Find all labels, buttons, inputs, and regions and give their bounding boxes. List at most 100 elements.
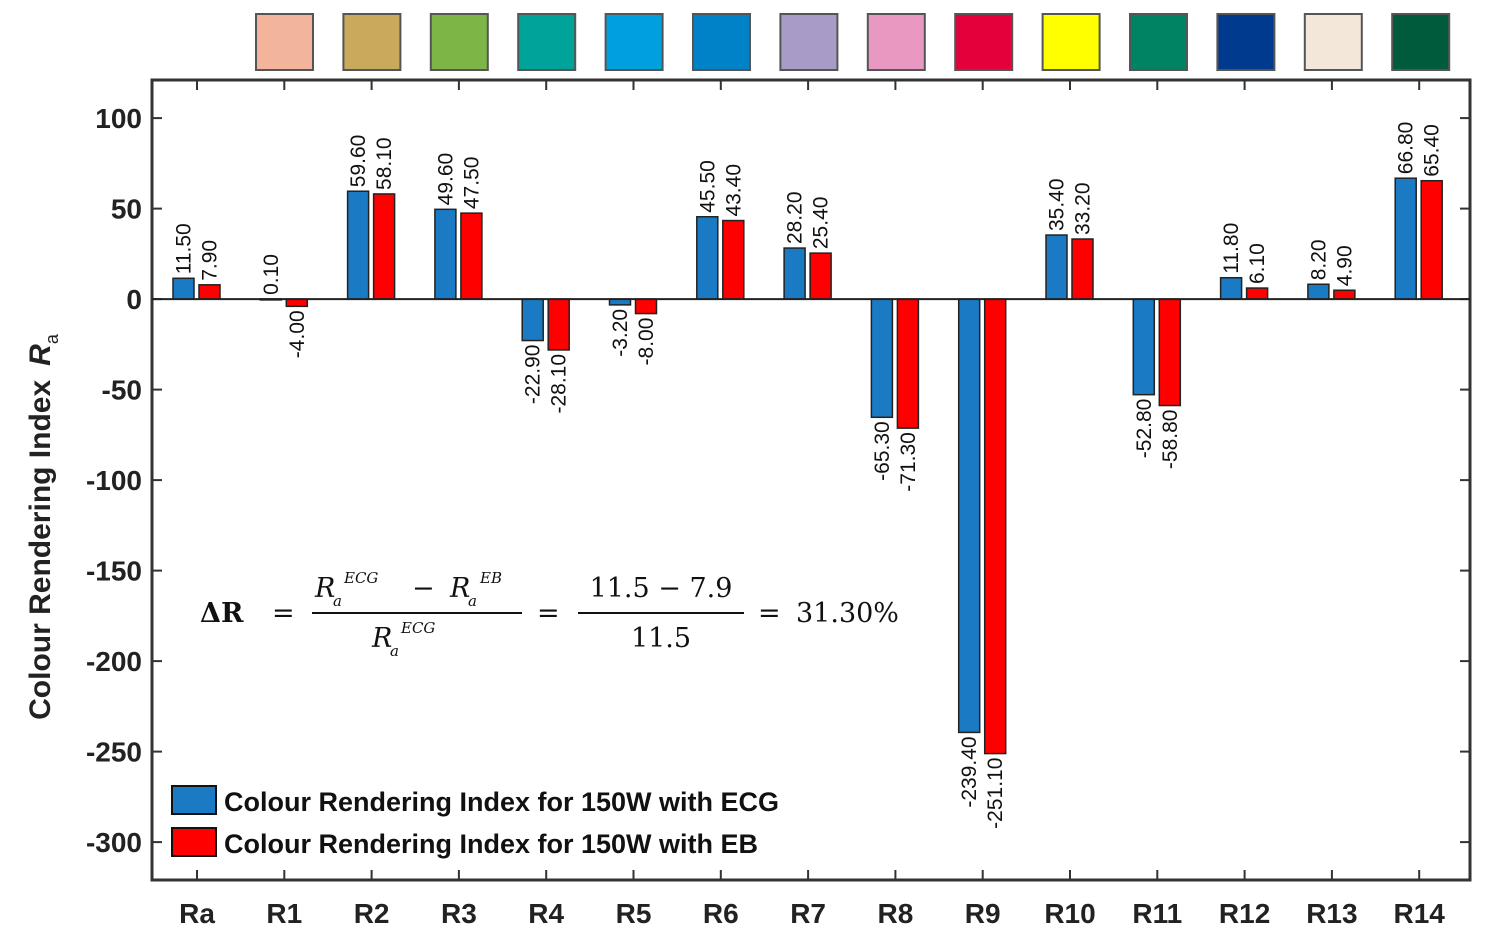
data-label-ecg-r1: 0.10 [260, 254, 283, 295]
bar-ecg-r6 [696, 215, 719, 300]
svg-text:=: = [537, 598, 560, 629]
legend-label-eb: Colour Rendering Index for 150W with EB [224, 829, 758, 859]
colour-swatch-r2 [342, 13, 402, 71]
formula-den-sup: ECG [400, 619, 435, 637]
category-label-r7: R7 [790, 898, 826, 929]
bar-series [172, 177, 1443, 755]
bar-ecg-r7 [783, 247, 806, 300]
colour-swatch-r6 [692, 13, 751, 71]
colour-swatch-r10 [1041, 13, 1101, 71]
category-label-r8: R8 [878, 898, 914, 929]
data-label-ecg-r5: -3.20 [609, 309, 632, 357]
data-label-eb-r12: 6.10 [1246, 243, 1269, 284]
data-label-eb-r8: -71.30 [897, 432, 920, 492]
bar-ecg-r11 [1132, 298, 1156, 396]
formula-lhs: ΔR [200, 598, 244, 629]
formula-num-left: R [314, 573, 335, 604]
x-axis: Ra R1 R2 R3 R4 R5 R6 R7 R8 R9 R10 R11 R12 R13 R14 [179, 80, 1445, 929]
y-tick-label: -200 [86, 646, 142, 677]
bar-ecg-r14 [1394, 177, 1417, 300]
bar-eb-r12 [1245, 287, 1269, 300]
category-label-r6: R6 [703, 898, 739, 929]
y-tick-label: -50 [102, 375, 142, 406]
colour-swatch-r14 [1391, 13, 1451, 71]
formula-num-left-sup: ECG [343, 569, 378, 587]
category-label-r14: R14 [1394, 898, 1446, 929]
bar-ecg-r13 [1307, 283, 1330, 300]
data-label-eb-ra: 7.90 [199, 240, 222, 281]
colour-swatch-r5 [604, 13, 664, 71]
data-label-ecg-r14: 66.80 [1395, 122, 1418, 175]
bar-eb-r4 [547, 298, 570, 351]
y-tick-label: -300 [86, 827, 142, 858]
bar-eb-r8 [896, 298, 920, 429]
data-label-eb-r3: 47.50 [460, 157, 483, 210]
y-axis-symbol: R [24, 344, 57, 366]
data-labels: 11.50 7.90 0.10-4.00 59.60 58.10 49.60 47.50 -2… [173, 122, 1444, 829]
colour-swatch-r3 [429, 13, 489, 71]
bar-ecg-r2 [346, 190, 370, 300]
bar-ecg-r3 [434, 208, 457, 300]
svg-text:Colour Rendering IndexRa: Colour Rendering Index Ra [24, 333, 62, 720]
colour-swatch-r7 [779, 13, 839, 71]
colour-swatch-r4 [517, 13, 577, 71]
data-label-eb-r14: 65.40 [1421, 124, 1444, 177]
category-label-r11: R11 [1132, 898, 1182, 929]
bar-ecg-ra [172, 277, 195, 300]
data-label-eb-r9: -251.10 [984, 758, 1007, 829]
data-label-ecg-r3: 49.60 [434, 153, 457, 206]
y-tick-label: 0 [126, 284, 142, 315]
data-label-eb-r6: 43.40 [722, 164, 745, 217]
colour-swatch-r13 [1303, 13, 1363, 71]
y-axis-symbol-subscript: a [42, 333, 62, 344]
y-tick-label: -150 [86, 556, 142, 587]
y-axis-title-text: Colour Rendering Index [24, 380, 57, 720]
data-label-ecg-r2: 59.60 [347, 135, 370, 188]
legend-swatch-eb [171, 827, 217, 857]
data-label-eb-r1: -4.00 [286, 310, 309, 358]
data-label-eb-r4: -28.10 [548, 354, 571, 414]
y-tick-label: -100 [86, 465, 142, 496]
category-label-r2: R2 [354, 898, 390, 929]
data-label-ecg-r12: 11.80 [1220, 223, 1243, 274]
bar-eb-r6 [722, 219, 745, 300]
formula-num-left-sub: a [333, 592, 342, 610]
formula-num-right: R [449, 573, 470, 604]
bar-eb-r2 [372, 193, 396, 300]
colour-swatch-r1 [255, 13, 314, 71]
data-label-ecg-r8: -65.30 [871, 421, 894, 481]
data-label-ecg-r4: -22.90 [522, 345, 545, 405]
y-axis: 100 50 0 -50 -100 -150 -200 -250 -300 [86, 103, 1470, 858]
svg-text:=: = [272, 598, 295, 629]
category-label-r4: R4 [528, 898, 564, 929]
colour-swatch-r9 [954, 13, 1014, 71]
data-label-eb-r13: 4.90 [1333, 245, 1356, 286]
bar-eb-r1 [285, 298, 309, 308]
bar-ecg-r10 [1045, 234, 1068, 300]
bar-eb-r14 [1420, 179, 1443, 300]
category-label-r1: R1 [266, 898, 302, 929]
data-label-eb-r10: 33.20 [1072, 182, 1095, 235]
colour-swatch-row [255, 13, 1451, 71]
bar-eb-r11 [1158, 298, 1182, 407]
category-label-r5: R5 [616, 898, 652, 929]
formula-num-right-sub: a [468, 592, 477, 610]
formula-num-right-sup: EB [479, 569, 502, 587]
bar-eb-r7 [809, 252, 832, 300]
bar-eb-r9 [983, 298, 1007, 755]
colour-swatch-r12 [1216, 13, 1276, 71]
data-label-ecg-ra: 11.50 [173, 223, 196, 274]
legend-swatch-ecg [171, 785, 217, 815]
bar-ecg-r4 [521, 298, 544, 342]
formula-den-sub: a [390, 642, 399, 660]
data-label-ecg-r10: 35.40 [1046, 178, 1069, 231]
formula-den: R [371, 623, 392, 654]
svg-text:=: = [758, 598, 781, 629]
bar-ecg-r9 [957, 298, 981, 734]
colour-swatch-r11 [1129, 13, 1188, 71]
bar-ecg-r8 [870, 298, 894, 419]
formula-num-op: − [412, 573, 435, 604]
plot-area [150, 78, 1472, 882]
bar-eb-r13 [1333, 289, 1356, 300]
